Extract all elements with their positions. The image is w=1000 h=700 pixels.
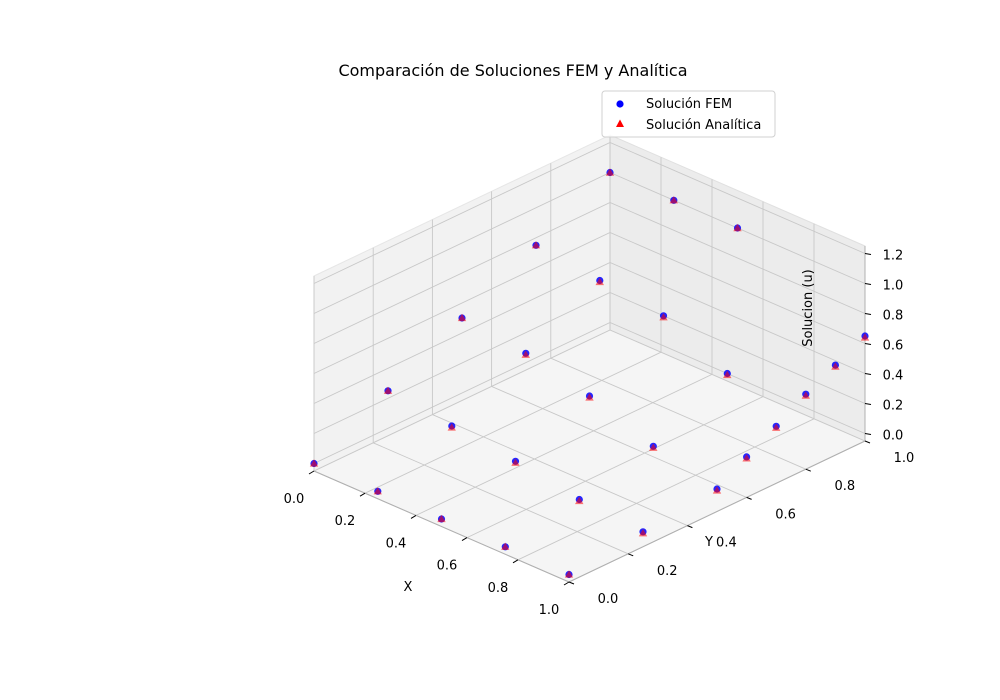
analytic-point-10: [437, 514, 446, 523]
x-axis-line: [313, 470, 570, 583]
analytic-point-24: [801, 391, 810, 399]
x-tick-3: [461, 537, 468, 542]
legend: Solución FEM Solución Analítica: [601, 90, 776, 138]
analytic-point-22: [742, 454, 751, 462]
analytic-point-12: [585, 393, 594, 401]
y-tick-3: [746, 496, 752, 500]
z-tick-3: [864, 343, 872, 345]
grid-line-z-6: [313, 142, 866, 284]
analytic-point-14: [733, 223, 742, 232]
y-tick-0: [568, 581, 575, 585]
analytic-point-7: [521, 350, 530, 358]
analytic-point-5: [373, 487, 382, 495]
z-tick-label-3: 0.6: [883, 339, 904, 354]
analytic-point-6: [447, 423, 456, 431]
legend-analytic-marker: [616, 119, 624, 127]
z-tick-6: [864, 253, 872, 255]
analytic-point-26: [860, 333, 870, 341]
grid-line-z-2: [313, 262, 866, 404]
analytic-point-23: [772, 423, 781, 431]
x-tick-label-2: 0.4: [386, 536, 407, 551]
grid-line-y-2: [431, 219, 688, 527]
x-tick-1: [359, 492, 366, 497]
analytic-point-16: [575, 496, 584, 505]
analytic-point-4: [605, 168, 615, 176]
z-tick-label-1: 0.2: [883, 399, 904, 414]
analytic-point-0: [309, 459, 319, 467]
legend-box: [601, 90, 776, 138]
z-tick-label-5: 1.0: [883, 279, 904, 294]
y-tick-label-0: 0.0: [598, 592, 619, 607]
legend-analytic-label: Solución Analítica: [646, 118, 761, 133]
x-tick-label-1: 0.2: [335, 514, 356, 529]
z-tick-5: [864, 283, 872, 285]
analytic-point-3: [531, 241, 541, 249]
chart-title: Comparación de Soluciones FEM y Analític…: [338, 61, 687, 80]
grid-line-y-1: [372, 247, 629, 555]
y-tick-2: [687, 525, 693, 529]
analytic-point-11: [511, 458, 520, 466]
analytic-point-15: [501, 542, 510, 550]
y-tick-label-2: 0.4: [716, 536, 737, 551]
x-tick-0: [308, 470, 315, 475]
z-tick-label-2: 0.4: [883, 369, 904, 384]
z-tick-0: [864, 433, 872, 435]
analytic-point-9: [669, 196, 678, 204]
analytic-point-21: [712, 486, 722, 494]
grid-line-y-5: [609, 135, 866, 442]
grid-line-z-1: [313, 292, 866, 434]
y-tick-1: [628, 553, 634, 557]
analytic-point-1: [383, 386, 393, 394]
analytic-point-13: [659, 313, 668, 321]
legend-fem-label: Solución FEM: [646, 97, 732, 112]
x-axis-label: X: [404, 580, 413, 595]
x-tick-label-4: 0.8: [488, 581, 509, 596]
y-tick-label-5: 1.0: [894, 451, 915, 466]
grid-line-z-3: [313, 232, 866, 374]
z-tick-4: [864, 313, 872, 315]
y-axis-label: Y: [704, 535, 713, 550]
z-tick-label-0: 0.0: [883, 429, 904, 444]
analytic-point-2: [457, 313, 467, 322]
x-tick-label-3: 0.6: [437, 559, 458, 574]
analytic-point-20: [638, 529, 648, 537]
z-tick-1: [864, 403, 872, 405]
x-tick-label-0: 0.0: [284, 492, 305, 507]
x-tick-2: [410, 514, 417, 519]
tick-labels: 0.0 0.2 0.4 0.6 0.8 1.0 0.0 0.2 0.4 0.6 0.8 1.0 0.0 0…: [284, 249, 915, 619]
tick-marks: [308, 253, 872, 586]
z-tick-label-6: 1.2: [883, 249, 904, 264]
z-axis-label: Solucion (u): [801, 269, 816, 347]
analytic-point-8: [595, 277, 604, 286]
y-tick-5: [864, 440, 871, 444]
grid-line-y-4: [550, 163, 806, 470]
analytic-point-25: [831, 362, 840, 370]
x-tick-label-5: 1.0: [539, 603, 560, 618]
grid-line-z-0: [313, 322, 866, 464]
z-tick-label-4: 0.8: [883, 309, 904, 324]
y-tick-label-1: 0.2: [657, 564, 678, 579]
data-points: [309, 168, 870, 579]
analytic-point-19: [564, 570, 574, 578]
z-tick-2: [864, 373, 872, 375]
analytic-point-17: [649, 443, 658, 451]
y-tick-4: [805, 468, 811, 472]
grid-line-z-4: [313, 202, 866, 344]
analytic-point-18: [723, 370, 732, 379]
grid-line-y-3: [491, 191, 747, 498]
x-tick-4: [512, 559, 519, 564]
y-tick-label-4: 0.8: [834, 479, 855, 494]
legend-fem-marker: [616, 100, 624, 108]
y-axis-line: [568, 440, 866, 583]
y-tick-label-3: 0.6: [775, 507, 796, 522]
x-tick-5: [563, 581, 570, 586]
